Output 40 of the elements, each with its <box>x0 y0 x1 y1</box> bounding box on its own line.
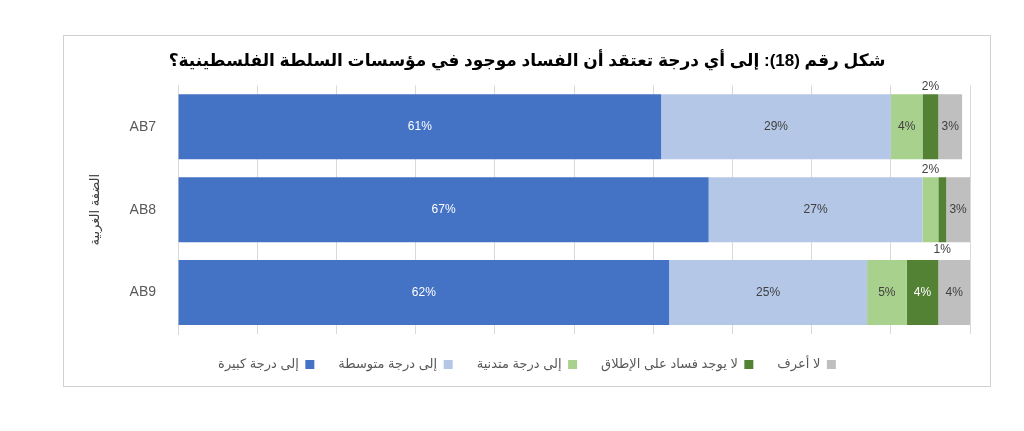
data-label: 29% <box>763 119 789 134</box>
data-label: 67% <box>431 202 456 217</box>
bar <box>922 177 939 243</box>
bar <box>178 260 670 326</box>
data-label: 1% <box>933 242 952 257</box>
bar <box>178 177 709 243</box>
data-label: 4% <box>897 119 916 134</box>
data-label: 4% <box>913 284 932 299</box>
chart-title: شكل رقم (18): إلى أي درجة تعتقد أن الفساد موجود في مؤسسات السلطة الفلسطينية؟ <box>168 48 886 71</box>
data-label: 61% <box>407 119 433 134</box>
bar <box>890 94 923 160</box>
data-label: 27% <box>803 202 828 217</box>
data-label: 4% <box>945 284 964 299</box>
bar <box>661 94 891 160</box>
data-label: 3% <box>941 119 960 134</box>
bar <box>922 94 939 160</box>
y-tick-label: AB7 <box>129 117 157 134</box>
data-label: 2% <box>921 78 940 93</box>
bar <box>938 260 970 326</box>
legend-label: إلى درجة كبيرة <box>218 356 299 373</box>
data-label: 3% <box>949 202 968 217</box>
data-label: 5% <box>878 284 896 299</box>
bar <box>906 260 939 326</box>
y-tick-label: AB9 <box>129 283 157 300</box>
y-axis-title: الضفة الغربية <box>87 173 104 246</box>
data-label: 62% <box>411 284 437 299</box>
data-label: 25% <box>756 284 781 299</box>
legend-label: لا أعرف <box>777 355 821 373</box>
bar <box>867 260 907 326</box>
bar <box>946 177 970 243</box>
bar <box>178 94 662 160</box>
data-label: 2% <box>921 161 940 176</box>
y-tick-label: AB8 <box>129 200 157 217</box>
bar <box>708 177 923 243</box>
legend-label: لا يوجد فساد على الإطلاق <box>601 356 738 373</box>
bar <box>938 177 947 243</box>
bar <box>938 94 963 160</box>
bar <box>669 260 868 326</box>
legend-label: إلى درجة متدنية <box>476 356 562 373</box>
legend-label: إلى درجة متوسطة <box>338 356 438 373</box>
